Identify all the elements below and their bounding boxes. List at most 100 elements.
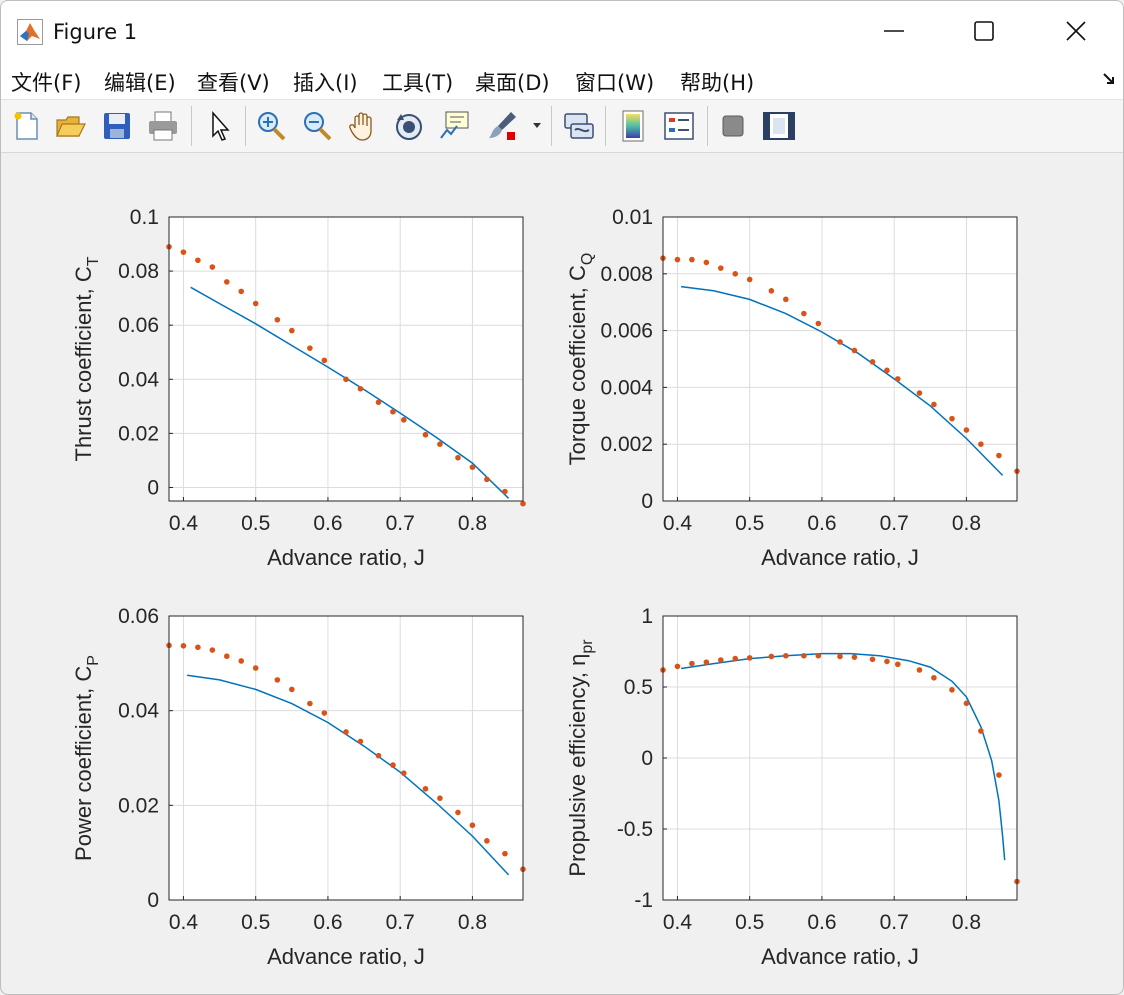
zoom-in-icon[interactable] <box>253 108 289 144</box>
data-point <box>400 770 407 776</box>
data-point <box>238 288 245 295</box>
data-point <box>703 259 710 266</box>
data-point <box>343 729 349 735</box>
x-axis-label: Advance ratio, J <box>267 944 425 969</box>
y-tick-label: 0.08 <box>118 260 159 283</box>
minimize-button[interactable] <box>849 7 939 55</box>
y-tick-label: 0.008 <box>600 263 653 286</box>
y-tick-label: 0.04 <box>118 368 159 391</box>
data-point <box>815 652 822 659</box>
data-point <box>375 752 382 759</box>
data-point <box>209 647 216 653</box>
maximize-button[interactable] <box>939 7 1029 55</box>
data-point <box>801 652 807 659</box>
brush-icon[interactable] <box>485 108 521 144</box>
menu-window[interactable]: 窗口(W) <box>575 71 655 95</box>
data-point <box>422 785 429 792</box>
data-point <box>455 454 461 461</box>
y-axis-label-main: Thrust coefficient, C <box>71 266 96 461</box>
y-tick-label: 0.004 <box>600 376 653 399</box>
data-point <box>238 658 245 664</box>
menu-insert[interactable]: 插入(I) <box>293 71 358 95</box>
data-point <box>390 408 396 415</box>
x-axis-label: Advance ratio, J <box>267 545 425 570</box>
y-tick-label: 0 <box>641 747 653 770</box>
hide-plot-tools-icon[interactable] <box>715 108 751 144</box>
subplot-3[interactable]: 0.4 0.5 0.6 0.7 0.8 0 0.02 0.04 0.06 Advance rati… <box>71 605 526 969</box>
x-tick-label: 0.7 <box>880 512 909 535</box>
data-point <box>357 385 364 392</box>
open-file-icon[interactable] <box>53 108 89 144</box>
toolbar-separator <box>551 106 552 146</box>
y-axis-label: Torque coefficient, CQ <box>565 253 596 466</box>
y-tick-label: 0 <box>641 490 653 513</box>
minimize-icon <box>884 30 904 32</box>
chevron-down-icon[interactable] <box>529 108 545 144</box>
y-tick-label: 0.002 <box>600 433 653 456</box>
colorbar-icon[interactable] <box>615 108 651 144</box>
zoom-out-icon[interactable] <box>299 108 335 144</box>
y-axis-label-subscript: P <box>85 655 102 666</box>
data-point <box>837 653 843 660</box>
data-point <box>931 401 937 408</box>
axes-background <box>169 616 523 900</box>
window-title: Figure 1 <box>53 20 138 44</box>
data-point <box>768 653 775 660</box>
print-icon[interactable] <box>145 108 181 144</box>
link-plot-icon[interactable] <box>561 108 597 144</box>
legend-icon[interactable] <box>661 108 697 144</box>
subplot-2[interactable]: 0.4 0.5 0.6 0.7 0.8 0 0.002 0.004 0.006 0.008 0.01… <box>565 206 1020 570</box>
y-tick-label: 1 <box>641 605 653 628</box>
subplot-4[interactable]: 0.4 0.5 0.6 0.7 0.8 -1 -0.5 0 0.5 1 Advance ratio,… <box>565 605 1020 969</box>
pointer-icon[interactable] <box>201 108 237 144</box>
x-tick-label: 0.8 <box>952 911 981 934</box>
data-point <box>689 660 695 667</box>
dock-arrow-icon[interactable] <box>1101 71 1117 87</box>
data-cursor-icon[interactable] <box>437 108 473 144</box>
menu-tools[interactable]: 工具(T) <box>382 71 454 95</box>
y-tick-label: 0.01 <box>612 206 653 229</box>
toolbar-separator <box>707 106 708 146</box>
axes-frame <box>168 615 524 901</box>
data-point <box>783 652 789 659</box>
data-point <box>252 665 259 671</box>
show-plot-tools-icon[interactable] <box>761 108 797 144</box>
data-point <box>674 256 681 263</box>
menu-file[interactable]: 文件(F) <box>11 71 82 95</box>
pan-hand-icon[interactable] <box>345 108 381 144</box>
matlab-logo-icon <box>17 19 43 45</box>
axes-frame <box>168 216 524 502</box>
data-point <box>502 850 508 857</box>
menu-help[interactable]: 帮助(H) <box>680 71 755 95</box>
data-point <box>949 687 955 693</box>
data-point <box>894 376 901 382</box>
data-point <box>689 256 695 263</box>
data-point <box>252 300 259 307</box>
y-axis-label-subscript: pr <box>579 639 596 654</box>
rotate-3d-icon[interactable] <box>391 108 427 144</box>
menu-desktop[interactable]: 桌面(D) <box>475 71 550 95</box>
data-point <box>768 288 775 294</box>
y-tick-label: 0.06 <box>118 605 159 628</box>
data-point <box>746 655 753 661</box>
x-axis-label: Advance ratio, J <box>761 545 919 570</box>
menu-edit[interactable]: 编辑(E) <box>104 71 176 95</box>
y-tick-label: -1 <box>634 889 653 912</box>
save-icon[interactable] <box>99 108 135 144</box>
data-point <box>801 310 807 317</box>
figure-canvas: 0.4 0.5 0.6 0.7 0.8 0 0.02 0.04 0.06 0.08 0.1 Advan… <box>1 153 1123 994</box>
new-figure-icon[interactable] <box>9 108 45 144</box>
menu-view[interactable]: 查看(V) <box>197 71 270 95</box>
data-point <box>209 264 216 270</box>
y-tick-label: 0.006 <box>600 320 653 343</box>
data-point <box>343 376 349 383</box>
y-tick-label: -0.5 <box>617 818 653 841</box>
data-point <box>916 390 923 396</box>
close-button[interactable] <box>1031 7 1121 55</box>
subplot-1[interactable]: 0.4 0.5 0.6 0.7 0.8 0 0.02 0.04 0.06 0.08 0.1 Advan… <box>71 206 526 570</box>
x-tick-label: 0.8 <box>458 911 487 934</box>
x-tick-label: 0.5 <box>241 911 270 934</box>
x-tick-label: 0.7 <box>386 911 415 934</box>
data-point <box>884 658 890 665</box>
data-point <box>469 822 476 829</box>
